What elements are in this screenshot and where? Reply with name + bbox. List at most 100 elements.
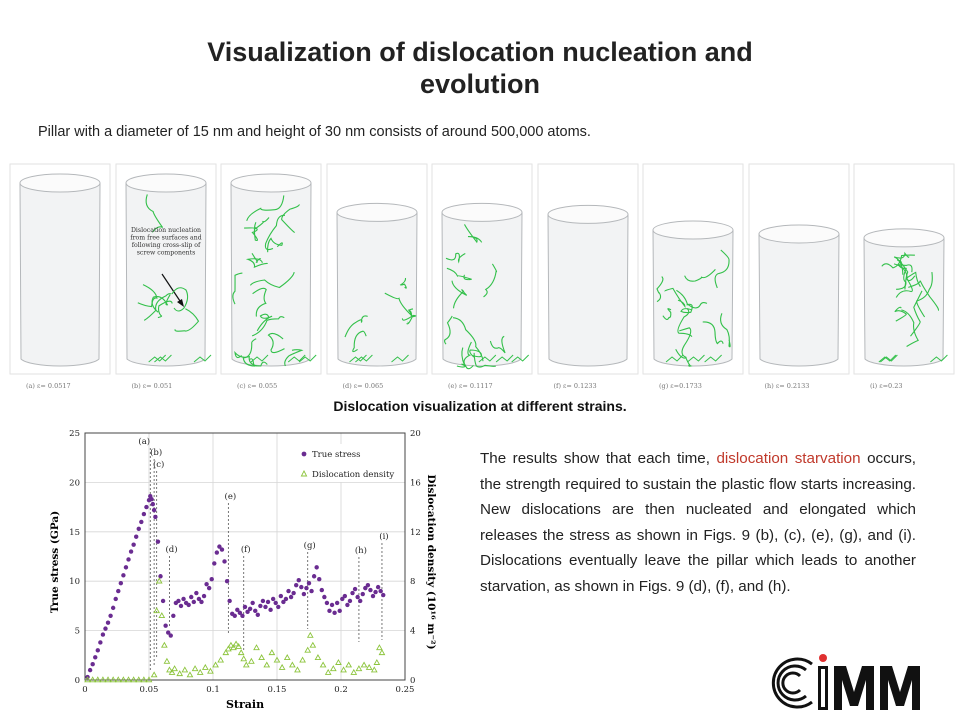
pillar-image: Dislocation nucleation from free surfaces…: [115, 163, 216, 375]
dislocation-line: [405, 314, 416, 325]
stress-point: [342, 593, 348, 599]
dislocation-line: [664, 287, 686, 309]
stress-point: [352, 586, 358, 592]
stress-point: [301, 591, 307, 597]
y-axis-label: True stress (GPa): [49, 511, 61, 613]
slide-subtitle: Pillar with a diameter of 15 nm and heig…: [38, 124, 591, 140]
stress-point: [141, 511, 147, 517]
dislocation-line: [469, 349, 482, 358]
density-point: [207, 667, 214, 674]
stress-point: [337, 608, 342, 614]
stress-point: [144, 504, 149, 510]
strain-marker-label: (b): [150, 447, 162, 458]
stress-point: [128, 549, 134, 554]
dislocation-line: [665, 354, 684, 363]
dislocation-line: [478, 354, 497, 363]
pillar-panel-label: (d) ε= 0.065: [342, 382, 384, 390]
x-tick-label: 0.25: [396, 685, 415, 695]
density-point: [258, 654, 266, 661]
annotation-arrow-icon: [161, 273, 182, 305]
dislocation-line: [930, 354, 948, 363]
y-tick-label: 20: [69, 478, 80, 488]
pillar-panel: (d) ε= 0.065: [325, 162, 429, 392]
x-axis-label: Strain: [226, 698, 264, 711]
stress-point: [108, 613, 113, 618]
density-point: [324, 668, 332, 675]
stress-point: [311, 574, 317, 579]
strain-marker-label: (a): [138, 436, 150, 447]
dislocation-line: [390, 354, 409, 363]
stress-point: [98, 640, 103, 645]
stress-point: [232, 613, 237, 618]
density-point: [166, 666, 173, 673]
stress-point: [314, 565, 319, 570]
pillar-panel-label: (b) ε= 0.051: [131, 382, 173, 390]
dislocation-line: [894, 306, 907, 322]
density-point: [130, 676, 138, 683]
dislocation-line: [143, 293, 171, 321]
logo-spark-icon: [819, 654, 827, 662]
dislocation-line: [145, 194, 163, 233]
stress-point: [105, 620, 111, 625]
density-point: [94, 676, 102, 683]
y-tick-label: 5: [75, 627, 80, 637]
density-point: [125, 676, 132, 683]
dislocation-line: [234, 350, 258, 367]
stress-point: [181, 596, 186, 602]
stress-point: [309, 588, 314, 594]
density-point: [299, 656, 306, 663]
stress-point: [291, 590, 296, 596]
density-point: [160, 641, 168, 648]
y2-axis-label: Dislocation density (10¹⁶ m⁻²): [425, 474, 437, 649]
density-point: [181, 666, 189, 673]
stress-point: [373, 589, 378, 595]
dislocation-line: [662, 308, 672, 321]
pillar-panel-label: (h) ε= 0.2133: [764, 382, 810, 390]
density-point: [242, 661, 250, 668]
stress-point: [199, 599, 204, 605]
density-point: [217, 656, 225, 663]
x-tick-label: 0.05: [140, 685, 159, 695]
density-point: [224, 645, 232, 652]
x-tick-label: 0.15: [268, 685, 287, 695]
dislocation-line: [896, 259, 909, 290]
density-point: [365, 663, 373, 670]
y-tick-label: 0: [75, 676, 80, 686]
chart-legend: True stress Dislocation density: [296, 444, 398, 482]
pillar-image-strip: (a) ε= 0.0517 Dislocation nucleation from …: [8, 162, 958, 392]
density-point: [186, 671, 194, 678]
pillar-image: [326, 163, 427, 375]
stress-point: [224, 579, 230, 584]
stress-point: [268, 607, 273, 613]
stress-point: [153, 514, 158, 520]
stress-point: [250, 600, 255, 606]
density-point: [232, 640, 240, 647]
x-tick-label: 0.2: [334, 685, 348, 695]
dislocation-line: [171, 287, 188, 312]
dislocation-line: [680, 303, 693, 314]
stress-point: [222, 559, 227, 564]
density-point: [109, 676, 117, 683]
density-point: [120, 676, 127, 683]
stress-point: [370, 593, 376, 599]
dislocation-line: [905, 271, 921, 287]
stress-strain-chart: (a) (b) (c) (d) (e) (f) (g) (h) (i) 0 5 10 15 20 25 0 0…: [48, 422, 446, 714]
stress-point: [201, 593, 207, 599]
stress-point: [368, 587, 373, 593]
density-point: [360, 661, 368, 668]
stress-point: [209, 577, 214, 582]
y2-tick-label: 16: [410, 478, 421, 488]
cimm-logo: [766, 652, 938, 714]
stress-point: [212, 561, 217, 566]
dislocation-line: [714, 249, 730, 289]
density-point: [104, 676, 112, 683]
dislocation-line: [244, 217, 270, 230]
stress-point: [340, 596, 345, 602]
density-point: [150, 671, 158, 678]
stress-point: [206, 585, 212, 591]
stress-point: [263, 604, 268, 610]
stress-point: [204, 581, 209, 587]
pillar-panel: (a) ε= 0.0517: [8, 162, 112, 392]
stress-point: [237, 610, 243, 616]
stress-point: [319, 587, 324, 593]
